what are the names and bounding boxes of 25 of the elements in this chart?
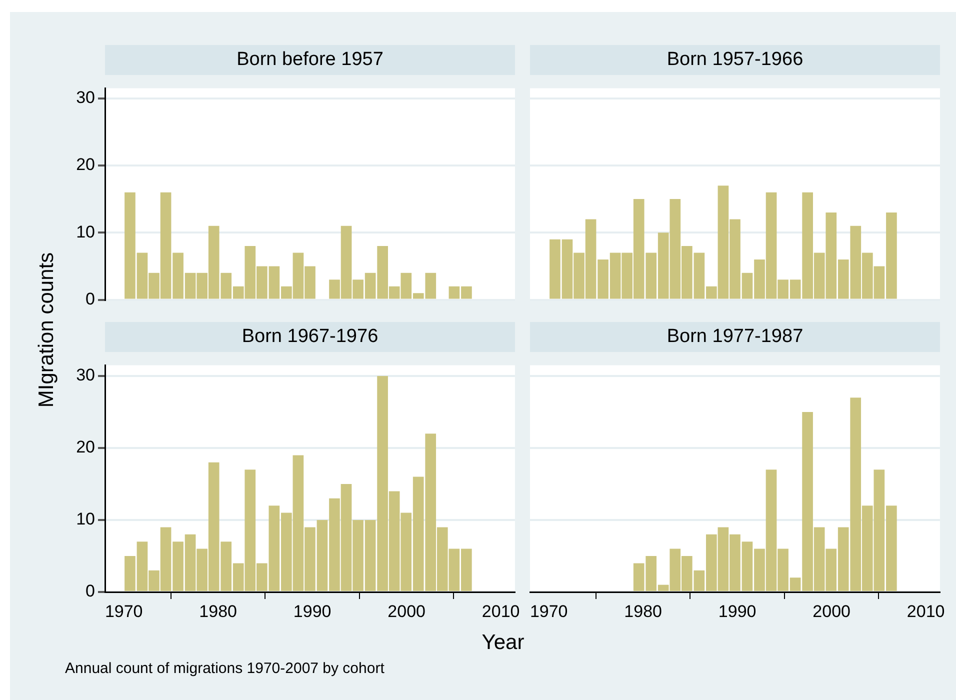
x-tick-label: 1970 (104, 602, 143, 621)
y-tick-label: 30 (76, 366, 95, 385)
text: Annual count of migrations 1970-2007 by cohort (65, 660, 384, 677)
y-tick-label: 20 (76, 155, 95, 174)
y-tick-label: 20 (76, 438, 95, 457)
x-tick-label: 1990 (718, 602, 756, 621)
y-tick-label: 30 (76, 88, 95, 107)
y-tick-label: 0 (86, 582, 95, 601)
x-tick-label: 2000 (812, 602, 850, 621)
x-tick-label: 1980 (624, 602, 662, 621)
x-tick-label: 1980 (199, 602, 238, 621)
x-tick-label: 1990 (293, 602, 332, 621)
x-tick-label: 1970 (530, 602, 568, 621)
y-axis-title: MIgration counts (35, 252, 59, 408)
y-tick-label: 0 (86, 289, 95, 308)
x-tick-label: 2010 (482, 602, 520, 621)
x-axis-title: Year (482, 631, 524, 655)
chart-title: Born 1977-1987 (530, 322, 940, 352)
x-tick-label: 2000 (388, 602, 426, 621)
y-tick-label: 10 (76, 510, 95, 529)
x-tick-label: 2010 (906, 602, 945, 621)
chart-title: Born 1967-1976 (105, 322, 515, 352)
chart-title: Born 1957-1966 (530, 45, 940, 75)
chart-title: Born before 1957 (105, 45, 515, 75)
y-tick-label: 10 (76, 222, 95, 242)
